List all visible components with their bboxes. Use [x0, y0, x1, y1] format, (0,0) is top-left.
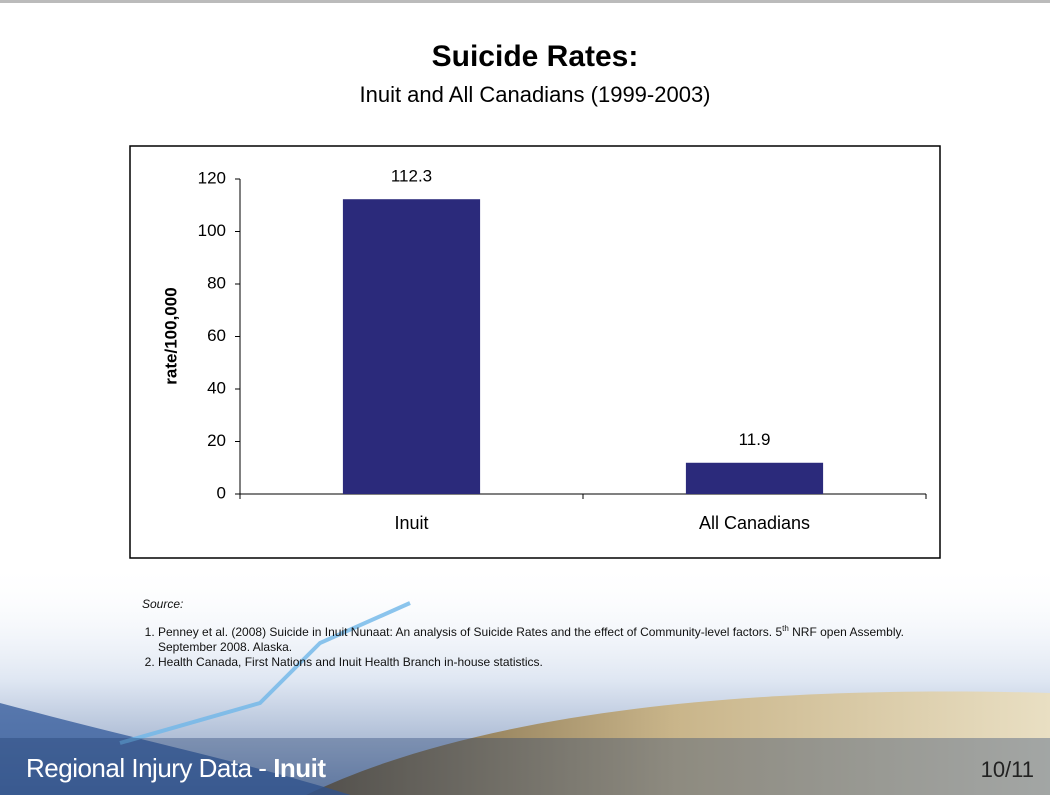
text: NRF open Assembly. September 2008. Alask… [158, 625, 904, 654]
y-axis-label: rate/100,000 [161, 287, 180, 384]
y-tick-label: 20 [207, 431, 226, 450]
data-label: 11.9 [739, 430, 771, 449]
bar [342, 199, 481, 494]
page-number: 10/11 [980, 757, 1034, 782]
source-heading: Source: [142, 597, 184, 611]
footer-title: Regional Injury Data - Inuit [26, 753, 326, 784]
source-item: Penney et al. (2008) Suicide in Inuit Nu… [158, 621, 942, 655]
bar [685, 462, 824, 494]
y-tick-label: 100 [198, 221, 226, 240]
text: Health Canada, First Nations and Inuit H… [158, 655, 543, 669]
text: Penney et al. (2008) Suicide in Inuit Nu… [158, 625, 783, 639]
footer-prefix: Regional Injury Data - [26, 753, 274, 783]
background [0, 563, 1050, 795]
y-tick-label: 80 [207, 273, 226, 292]
data-label: 112.3 [391, 167, 432, 186]
chart-subtitle: Inuit and All Canadians (1999-2003) [359, 82, 710, 107]
x-tick-label: Inuit [394, 513, 428, 533]
chart-title: Suicide Rates: [432, 40, 639, 73]
footer-topic: Inuit [273, 753, 326, 783]
y-tick-label: 40 [207, 378, 226, 397]
source: Source: Penney et al. (2008) Suicide in … [142, 597, 942, 670]
y-tick-label: 0 [217, 483, 226, 502]
y-tick-label: 120 [198, 168, 226, 187]
superscript: th [782, 624, 789, 633]
source-item: Health Canada, First Nations and Inuit H… [158, 655, 942, 670]
x-tick-label: All Canadians [699, 513, 810, 533]
y-tick-label: 60 [207, 326, 226, 345]
source-list: Penney et al. (2008) Suicide in Inuit Nu… [142, 621, 942, 670]
chart: Suicide Rates: Inuit and All Canadians (… [129, 40, 941, 559]
chart-frame [129, 145, 941, 559]
